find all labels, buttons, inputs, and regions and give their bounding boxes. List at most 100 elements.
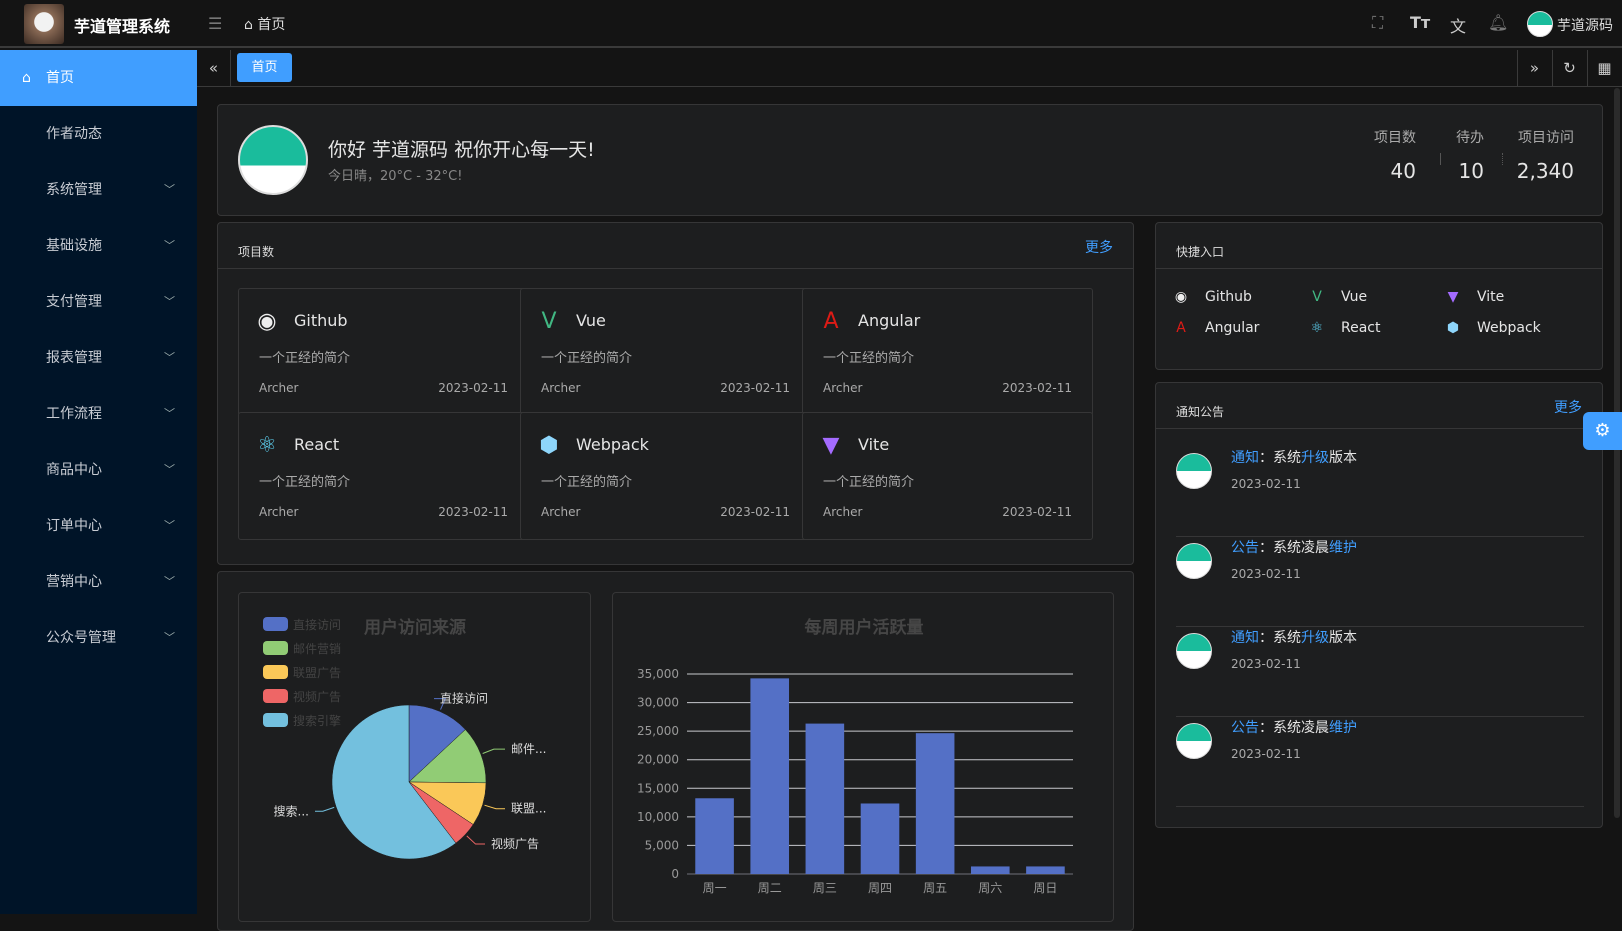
divider bbox=[1502, 153, 1503, 165]
project-card[interactable]: ⚛ React 一个正经的简介 Archer 2023-02-11 bbox=[238, 412, 529, 540]
notice-avatar bbox=[1176, 633, 1212, 669]
legend-swatch[interactable] bbox=[263, 713, 288, 727]
chevron-down-icon: ﹀ bbox=[164, 183, 175, 196]
grid-menu-icon[interactable]: ▦ bbox=[1587, 50, 1621, 86]
refresh-icon[interactable]: ↻ bbox=[1552, 50, 1586, 86]
project-card[interactable]: ◉ Github 一个正经的简介 Archer 2023-02-11 bbox=[238, 288, 529, 416]
legend-label[interactable]: 视频广告 bbox=[293, 689, 341, 704]
tags-view: « 首页 » ↻ ▦ bbox=[197, 50, 1622, 87]
bar[interactable] bbox=[1026, 866, 1065, 874]
sidebar-item[interactable]: 基础设施 ﹀ bbox=[0, 218, 197, 274]
notice-title[interactable]: 通知：系统升级版本 bbox=[1231, 447, 1357, 467]
legend-label[interactable]: 直接访问 bbox=[293, 617, 341, 632]
projects-title: 项目数 bbox=[218, 223, 1133, 269]
bar[interactable] bbox=[750, 678, 790, 874]
legend-label[interactable]: 搜索引擎 bbox=[293, 713, 341, 728]
sidebar-item[interactable]: 商品中心 ﹀ bbox=[0, 442, 197, 498]
notice-text: 版本 bbox=[1329, 630, 1357, 646]
pie-label-line bbox=[315, 806, 335, 812]
font-size-icon[interactable]: Tт bbox=[1410, 13, 1431, 32]
project-card[interactable]: ⬢ Webpack 一个正经的简介 Archer 2023-02-11 bbox=[520, 412, 811, 540]
user-avatar[interactable] bbox=[1527, 11, 1553, 37]
top-header: 芋道管理系统 ☰ ⌂ 首页 ⛶ Tт 文 🔔︎ 芋道源码 bbox=[0, 0, 1622, 48]
legend-swatch[interactable] bbox=[263, 617, 288, 631]
notice-item[interactable]: 公告：系统凌晨维护 2023-02-11 bbox=[1176, 717, 1584, 807]
legend-swatch[interactable] bbox=[263, 689, 288, 703]
breadcrumb-item[interactable]: 首页 bbox=[257, 17, 286, 33]
sidebar-item[interactable]: 作者动态 bbox=[0, 106, 197, 162]
notice-item[interactable]: 通知：系统升级版本 2023-02-11 bbox=[1176, 447, 1584, 537]
sidebar-item[interactable]: 公众号管理 ﹀ bbox=[0, 610, 197, 666]
scroll-right-icon[interactable]: » bbox=[1517, 50, 1551, 86]
sidebar-item[interactable]: 支付管理 ﹀ bbox=[0, 274, 197, 330]
project-card[interactable]: ▼ Vite 一个正经的简介 Archer 2023-02-11 bbox=[802, 412, 1093, 540]
fullscreen-icon[interactable]: ⛶ bbox=[1372, 13, 1384, 32]
bar[interactable] bbox=[860, 803, 900, 874]
settings-gear-button[interactable]: ⚙ bbox=[1583, 412, 1622, 450]
legend-label[interactable]: 联盟广告 bbox=[293, 666, 341, 680]
shortcut-angular[interactable]: A Angular bbox=[1171, 320, 1259, 336]
notice-title[interactable]: 通知：系统升级版本 bbox=[1231, 627, 1357, 647]
home-icon: ⌂ bbox=[22, 70, 31, 86]
shortcut-react[interactable]: ⚛ React bbox=[1307, 320, 1381, 336]
sidebar-item[interactable]: 系统管理 ﹀ bbox=[0, 162, 197, 218]
sidebar-item[interactable]: ⌂ 首页 bbox=[0, 50, 197, 106]
legend-swatch[interactable] bbox=[263, 665, 288, 679]
notices-more-link[interactable]: 更多 bbox=[1554, 400, 1582, 416]
collapse-menu-icon[interactable]: ☰ bbox=[208, 14, 223, 33]
project-card[interactable]: V Vue 一个正经的简介 Archer 2023-02-11 bbox=[520, 288, 811, 416]
notice-item[interactable]: 公告：系统凌晨维护 2023-02-11 bbox=[1176, 537, 1584, 627]
shortcut-label: Angular bbox=[1205, 320, 1260, 336]
shortcut-github[interactable]: ◉ Github bbox=[1171, 289, 1252, 305]
pie-slice[interactable] bbox=[408, 704, 466, 783]
webpack-icon: ⬢ bbox=[1446, 320, 1460, 336]
notice-title[interactable]: 公告：系统凌晨维护 bbox=[1231, 717, 1357, 737]
project-card[interactable]: A Angular 一个正经的简介 Archer 2023-02-11 bbox=[802, 288, 1093, 416]
sidebar-item-label: 基础设施 bbox=[46, 238, 102, 254]
shortcut-vue[interactable]: V Vue bbox=[1307, 289, 1367, 305]
bar[interactable] bbox=[970, 866, 1010, 874]
project-name: Angular bbox=[858, 311, 921, 330]
notice-item[interactable]: 通知：系统升级版本 2023-02-11 bbox=[1176, 627, 1584, 717]
breadcrumb[interactable]: ⌂ 首页 bbox=[244, 14, 285, 34]
pie-label: 视频广告 bbox=[491, 836, 539, 851]
notice-title[interactable]: 公告：系统凌晨维护 bbox=[1231, 537, 1357, 557]
sidebar-item[interactable]: 报表管理 ﹀ bbox=[0, 330, 197, 386]
bar[interactable] bbox=[915, 733, 955, 874]
notice-text: 版本 bbox=[1329, 450, 1357, 466]
sidebar-item[interactable]: 工作流程 ﹀ bbox=[0, 386, 197, 442]
sidebar-item[interactable]: 营销中心 ﹀ bbox=[0, 554, 197, 610]
bell-icon[interactable]: 🔔︎ bbox=[1488, 13, 1509, 32]
shortcut-webpack[interactable]: ⬢ Webpack bbox=[1443, 320, 1541, 336]
pie-slice[interactable] bbox=[408, 729, 487, 784]
pie-chart: 用户访问来源直接访问邮件营销联盟广告视频广告搜索引擎直接访问邮件...联盟...… bbox=[263, 617, 546, 860]
sidebar-item-label: 系统管理 bbox=[46, 182, 102, 198]
projects-more-link[interactable]: 更多 bbox=[1085, 240, 1113, 256]
notice-text: 系统凌晨 bbox=[1273, 720, 1329, 736]
sidebar-item[interactable]: 订单中心 ﹀ bbox=[0, 498, 197, 554]
y-tick-label: 20,000 bbox=[637, 753, 679, 767]
notice-avatar bbox=[1176, 543, 1212, 579]
bar[interactable] bbox=[695, 798, 734, 874]
notice-text: 系统 bbox=[1273, 630, 1301, 646]
scrollbar[interactable] bbox=[1614, 88, 1620, 818]
scroll-left-icon[interactable]: « bbox=[197, 50, 231, 86]
legend-swatch[interactable] bbox=[263, 641, 288, 655]
notices-card: 通知公告 更多 通知：系统升级版本 2023-02-11 公告：系统凌晨维护 2023… bbox=[1155, 382, 1603, 828]
project-name: Github bbox=[294, 311, 348, 330]
x-tick-label: 周三 bbox=[813, 881, 837, 895]
pie-label: 联盟... bbox=[511, 802, 546, 816]
legend-label[interactable]: 邮件营销 bbox=[293, 642, 341, 656]
react-icon: ⚛ bbox=[1310, 320, 1324, 336]
pie-label: 邮件... bbox=[511, 742, 546, 756]
username[interactable]: 芋道源码 bbox=[1557, 18, 1613, 34]
tag-home[interactable]: 首页 bbox=[237, 53, 292, 82]
translate-icon[interactable]: 文 bbox=[1450, 17, 1467, 36]
pie-title: 用户访问来源 bbox=[364, 617, 466, 638]
pie-slice[interactable] bbox=[331, 704, 457, 860]
stat-todo: 待办 10 bbox=[1456, 130, 1484, 183]
bar[interactable] bbox=[805, 723, 845, 874]
project-date: 2023-02-11 bbox=[720, 381, 790, 395]
shortcut-vite[interactable]: ▼ Vite bbox=[1443, 289, 1505, 305]
project-date: 2023-02-11 bbox=[720, 505, 790, 519]
